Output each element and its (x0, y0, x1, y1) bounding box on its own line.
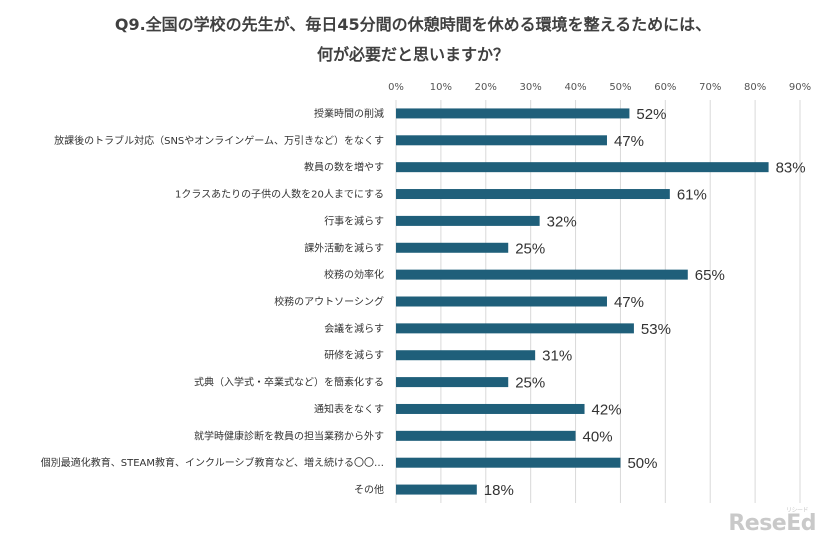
data-label: 32% (547, 213, 577, 230)
x-tick-label: 80% (744, 82, 766, 93)
bar (396, 189, 670, 200)
category-label: 校務のアウトソーシング (274, 295, 384, 308)
category-label: 授業時間の削減 (314, 107, 384, 120)
category-label: 校務の効率化 (324, 268, 384, 281)
reseed-logo: リシード ReseEd (728, 507, 816, 536)
bar (396, 350, 536, 361)
x-tick-label: 10% (430, 82, 452, 93)
x-axis-ticks: 0% 10% 20% 30% 40% 50% 60% 70% 80% 90% (388, 82, 811, 93)
bar (396, 403, 585, 414)
data-label: 52% (636, 106, 666, 123)
x-tick-label: 90% (789, 82, 811, 93)
chart-title-line-2: 何が必要だと思いますか？ (316, 45, 509, 64)
data-label: 42% (592, 401, 622, 418)
data-labels: 52%47%83%61%32%25%65%47%53%31%25%42%40%5… (484, 106, 806, 499)
bar (396, 269, 688, 280)
category-label: 会議を減らす (324, 322, 384, 335)
category-label: 行事を減らす (324, 214, 384, 227)
logo-subtext: リシード (785, 507, 809, 514)
data-label: 25% (515, 240, 545, 257)
x-tick-label: 70% (699, 82, 721, 93)
data-label: 61% (677, 187, 707, 204)
data-label: 65% (695, 267, 725, 284)
bar (396, 430, 576, 441)
data-label: 53% (641, 321, 671, 338)
bar (396, 377, 509, 388)
data-label: 50% (627, 455, 657, 472)
bar (396, 162, 769, 173)
category-label: 個別最適化教育、STEAM教育、インクルーシブ教育など、増え続ける〇〇… (41, 456, 384, 469)
data-label: 83% (776, 160, 806, 177)
logo-text: ReseEd (728, 511, 816, 536)
data-label: 18% (484, 482, 514, 499)
data-label: 25% (515, 375, 545, 392)
bars (396, 108, 769, 495)
bar (396, 484, 477, 495)
category-label: 就学時健康診断を教員の担当業務から外す (194, 429, 384, 442)
bar (396, 296, 607, 307)
category-label: 式典（入学式・卒業式など）を簡素化する (194, 376, 384, 389)
data-label: 31% (542, 348, 572, 365)
category-label: 課外活動を減らす (304, 241, 384, 254)
data-label: 47% (614, 294, 644, 311)
x-tick-label: 20% (475, 82, 497, 93)
bar (396, 457, 621, 468)
category-labels: 授業時間の削減放課後のトラブル対応（SNSやオンラインゲーム、万引きなど）をなく… (41, 107, 384, 496)
x-tick-label: 50% (609, 82, 631, 93)
x-tick-label: 0% (388, 82, 404, 93)
bar (396, 215, 540, 226)
bar (396, 108, 630, 119)
bar (396, 135, 607, 146)
bar (396, 323, 634, 334)
bar (396, 242, 509, 253)
category-label: 放課後のトラブル対応（SNSやオンラインゲーム、万引きなど）をなくす (54, 134, 384, 147)
category-label: 通知表をなくす (314, 402, 384, 415)
category-label: その他 (354, 483, 384, 496)
x-tick-label: 60% (654, 82, 676, 93)
data-label: 47% (614, 133, 644, 150)
chart-title-line-1: Q9.全国の学校の先生が、毎日45分間の休憩時間を休める環境を整えるためには、 (114, 15, 712, 34)
category-label: 教員の数を増やす (304, 161, 384, 174)
x-tick-label: 30% (520, 82, 542, 93)
x-tick-label: 40% (564, 82, 586, 93)
category-label: 研修を減らす (324, 349, 384, 362)
data-label: 40% (583, 428, 613, 445)
category-label: 1クラスあたりの子供の人数を20人までにする (175, 188, 384, 201)
